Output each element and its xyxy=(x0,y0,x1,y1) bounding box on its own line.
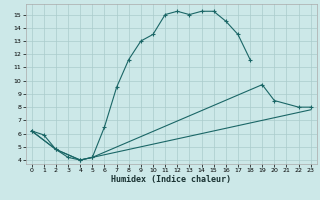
X-axis label: Humidex (Indice chaleur): Humidex (Indice chaleur) xyxy=(111,175,231,184)
